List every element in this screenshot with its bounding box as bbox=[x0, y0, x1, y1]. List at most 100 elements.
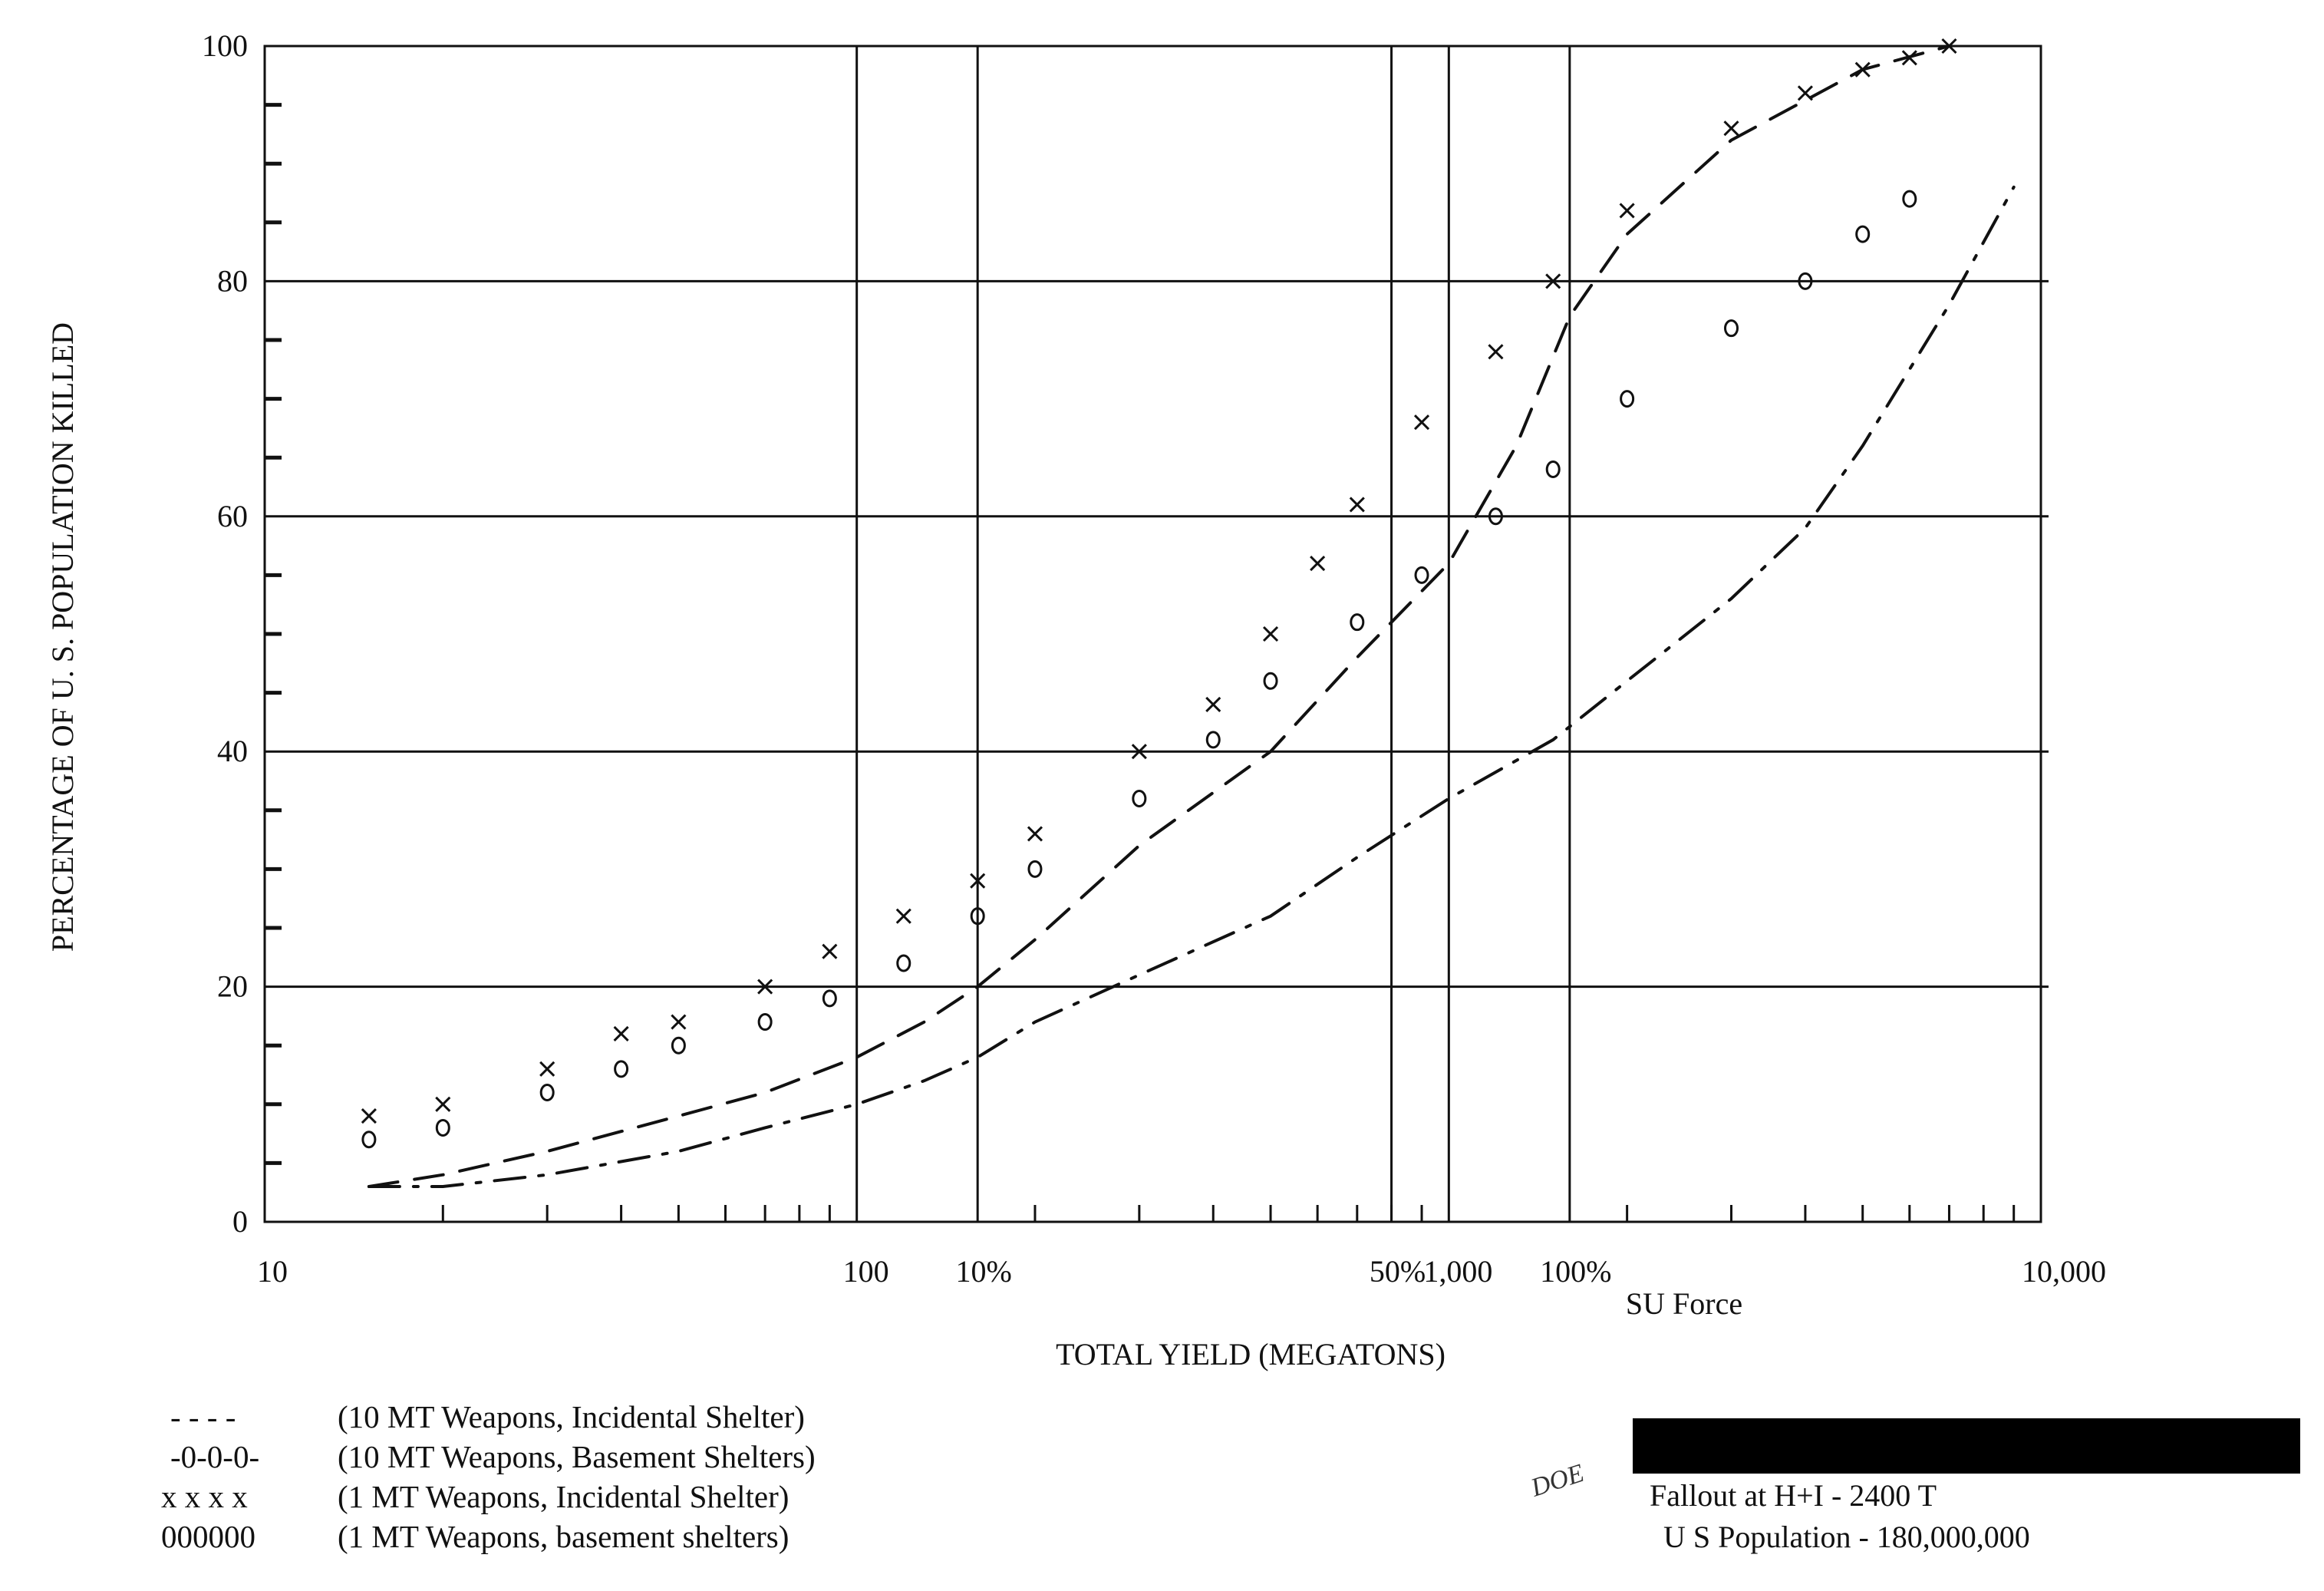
x-marker-stroke bbox=[1619, 203, 1635, 219]
fallout-note: Fallout at H+I - 2400 T bbox=[1650, 1478, 1937, 1513]
x-marker-stroke bbox=[1545, 273, 1561, 289]
x-marker-stroke bbox=[757, 979, 773, 995]
series-3-point-19 bbox=[1798, 272, 1813, 290]
series-line-0 bbox=[367, 45, 1951, 1188]
series-3-point-10 bbox=[1132, 789, 1147, 807]
series-2-point-19 bbox=[1723, 120, 1739, 137]
x-tick-label-2: 1,000 bbox=[1423, 1254, 1492, 1289]
series-2-point-4 bbox=[671, 1014, 687, 1030]
series-2-point-12 bbox=[1262, 626, 1279, 642]
series-3-point-16 bbox=[1545, 460, 1561, 479]
series-2-point-16 bbox=[1488, 344, 1504, 360]
plot-frame bbox=[263, 45, 2042, 1223]
series-3-point-7 bbox=[896, 954, 911, 972]
x-marker-stroke bbox=[1310, 556, 1326, 572]
legend-label-0: (10 MT Weapons, Incidental Shelter) bbox=[338, 1399, 805, 1434]
series-2-point-14 bbox=[1349, 497, 1365, 513]
y-tick-label-5: 100 bbox=[202, 28, 248, 63]
legend-symbol-2: x x x x bbox=[161, 1479, 248, 1514]
series-2-point-3 bbox=[613, 1025, 629, 1041]
x-marker-stroke bbox=[970, 873, 986, 889]
doe-stamp: DOE bbox=[1527, 1459, 1587, 1503]
x-tick-label-0: 10 bbox=[257, 1254, 288, 1289]
legend-symbol-3: 000000 bbox=[161, 1519, 255, 1554]
series-3-point-8 bbox=[970, 907, 985, 926]
series-3-point-12 bbox=[1263, 672, 1278, 690]
series-2-point-18 bbox=[1619, 203, 1635, 219]
x-marker-stroke bbox=[1797, 85, 1813, 101]
series-2-point-23 bbox=[1941, 38, 1957, 54]
legend: - - - - (10 MT Weapons, Incidental Shelt… bbox=[161, 1399, 816, 1554]
series-3-point-3 bbox=[614, 1060, 629, 1078]
series-3-point-17 bbox=[1620, 390, 1635, 408]
series-3-point-2 bbox=[539, 1083, 555, 1101]
x-marker-stroke bbox=[1723, 120, 1739, 137]
x-marker-stroke bbox=[895, 908, 911, 924]
x-tick-label-1: 100 bbox=[843, 1254, 889, 1289]
x-marker-stroke bbox=[613, 1025, 629, 1041]
x-axis-title: TOTAL YIELD (MEGATONS) bbox=[1056, 1337, 1445, 1371]
legend-label-1: (10 MT Weapons, Basement Shelters) bbox=[338, 1439, 816, 1474]
x-marker-stroke bbox=[1205, 696, 1221, 712]
notes-block: Fallout at H+I - 2400 T U S Population -… bbox=[1527, 1418, 2300, 1554]
series-2-point-6 bbox=[822, 943, 838, 959]
series-2-point-10 bbox=[1131, 744, 1147, 760]
x-marker-stroke bbox=[1854, 61, 1871, 78]
legend-label-2: (1 MT Weapons, Incidental Shelter) bbox=[338, 1479, 789, 1514]
y-tick-label-0: 0 bbox=[232, 1204, 248, 1239]
x-marker-stroke bbox=[671, 1014, 687, 1030]
series-3-point-9 bbox=[1027, 860, 1043, 878]
x-reference-sublabel: SU Force bbox=[1626, 1286, 1742, 1321]
series-2-point-21 bbox=[1854, 61, 1871, 78]
population-note: U S Population - 180,000,000 bbox=[1663, 1520, 2030, 1554]
series-3-point-1 bbox=[435, 1118, 450, 1137]
series-2-point-17 bbox=[1545, 273, 1561, 289]
x-marker-stroke bbox=[539, 1061, 555, 1077]
x-tick-label-3: 10,000 bbox=[2022, 1254, 2106, 1289]
series-3-point-0 bbox=[361, 1131, 377, 1149]
x-reference-label-0: 10% bbox=[956, 1254, 1012, 1289]
series-3-point-4 bbox=[671, 1036, 686, 1055]
series-2-point-2 bbox=[539, 1061, 555, 1077]
redaction-bar bbox=[1633, 1418, 2300, 1474]
series-2-point-15 bbox=[1413, 414, 1430, 431]
series-layer bbox=[361, 38, 2016, 1188]
series-3-point-18 bbox=[1724, 319, 1739, 338]
series-2-point-13 bbox=[1310, 556, 1326, 572]
x-marker-stroke bbox=[361, 1108, 377, 1124]
x-marker-stroke bbox=[1262, 626, 1279, 642]
series-2-point-20 bbox=[1797, 85, 1813, 101]
x-marker-stroke bbox=[1488, 344, 1504, 360]
grid-layer bbox=[263, 45, 2049, 1223]
x-marker-stroke bbox=[435, 1096, 451, 1112]
x-marker-stroke bbox=[822, 943, 838, 959]
x-marker-stroke bbox=[1027, 826, 1043, 842]
legend-symbol-0: - - - - bbox=[170, 1399, 236, 1434]
y-tick-label-2: 40 bbox=[217, 734, 248, 768]
series-3-point-15 bbox=[1488, 507, 1503, 526]
series-3-point-6 bbox=[822, 989, 837, 1008]
y-tick-label-4: 80 bbox=[217, 263, 248, 298]
x-reference-label-1: 50% bbox=[1370, 1254, 1426, 1289]
x-marker-stroke bbox=[1349, 497, 1365, 513]
legend-symbol-1: -0-0-0- bbox=[170, 1439, 259, 1474]
series-3-point-11 bbox=[1205, 731, 1221, 749]
series-3-point-14 bbox=[1414, 566, 1429, 584]
x-marker-stroke bbox=[1131, 744, 1147, 760]
label-layer: 0 20 40 60 80 100 10% 50% 100% 10 100 1,000 10,000 bbox=[202, 28, 2106, 1289]
y-axis-title: PERCENTAGE OF U. S. POPULATION KILLED bbox=[45, 322, 80, 952]
series-2-point-9 bbox=[1027, 826, 1043, 842]
x-reference-label-2: 100% bbox=[1540, 1254, 1611, 1289]
series-2-point-22 bbox=[1901, 50, 1917, 66]
y-tick-label-3: 60 bbox=[217, 499, 248, 533]
series-3-point-20 bbox=[1855, 225, 1871, 243]
y-tick-label-1: 20 bbox=[217, 969, 248, 1004]
series-2-point-11 bbox=[1205, 696, 1221, 712]
x-marker-stroke bbox=[1941, 38, 1957, 54]
series-line-1 bbox=[367, 185, 2016, 1188]
series-3-point-21 bbox=[1902, 190, 1917, 208]
series-3-point-5 bbox=[757, 1013, 773, 1032]
series-2-point-8 bbox=[970, 873, 986, 889]
series-2-point-0 bbox=[361, 1108, 377, 1124]
